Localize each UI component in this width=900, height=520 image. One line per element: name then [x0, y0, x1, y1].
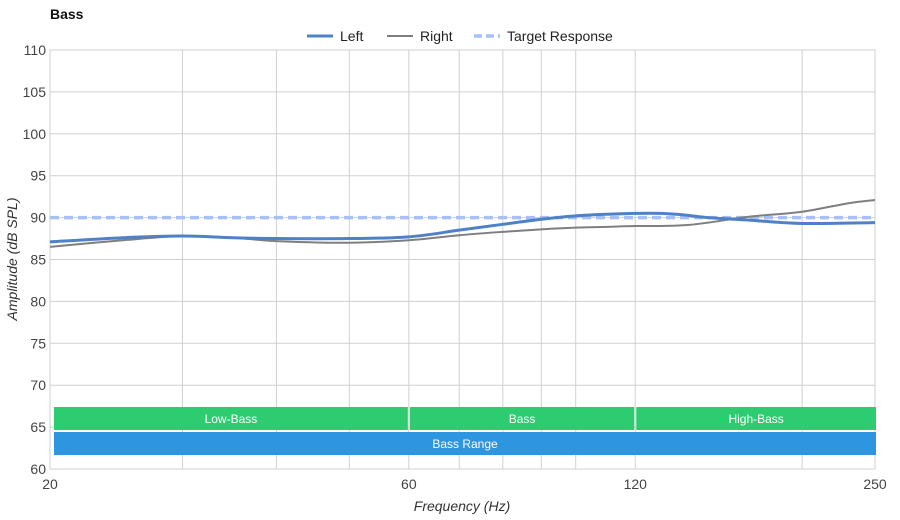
x-axis-label: Frequency (Hz) [414, 498, 510, 514]
band-label: Bass Range [432, 437, 498, 451]
band-high-bass [636, 407, 876, 430]
x-tick-label: 120 [624, 476, 648, 492]
chart-title: Bass [50, 6, 84, 22]
x-tick-label: 20 [42, 476, 58, 492]
legend-label: Right [420, 28, 453, 44]
y-tick-label: 90 [30, 210, 46, 226]
x-tick-label: 60 [401, 476, 417, 492]
series-line-right [49, 199, 876, 248]
legend-label: Target Response [507, 28, 613, 44]
band-label: Bass [509, 412, 536, 426]
band-bass-range [54, 432, 876, 455]
y-tick-label: 70 [30, 377, 46, 393]
band-bass [409, 407, 635, 430]
legend: Left Right Target Response [307, 28, 613, 44]
y-tick-label: 105 [23, 84, 47, 100]
grid [49, 49, 876, 470]
band-label: Low-Bass [205, 412, 258, 426]
legend-label: Left [340, 28, 363, 44]
x-tick-label: 250 [863, 476, 887, 492]
y-tick-label: 65 [30, 419, 46, 435]
band-label: High-Bass [728, 412, 783, 426]
y-tick-label: 95 [30, 168, 46, 184]
series-line-left [49, 211, 876, 244]
series-lines [49, 199, 876, 248]
frequency-bands: Low-Bass Bass High-Bass Bass Range [54, 407, 876, 455]
y-axis-ticks: 60 65 70 75 80 85 90 95 100 105 110 [23, 42, 47, 477]
x-axis-ticks: 20 60 120 250 [42, 476, 887, 492]
y-axis-label: Amplitude (dB SPL) [4, 198, 20, 322]
y-tick-label: 75 [30, 335, 46, 351]
y-tick-label: 60 [30, 461, 46, 477]
y-tick-label: 110 [24, 42, 47, 58]
y-tick-label: 100 [23, 126, 47, 142]
y-tick-label: 85 [30, 252, 46, 268]
band-low-bass [54, 407, 408, 430]
y-tick-label: 80 [30, 293, 46, 309]
